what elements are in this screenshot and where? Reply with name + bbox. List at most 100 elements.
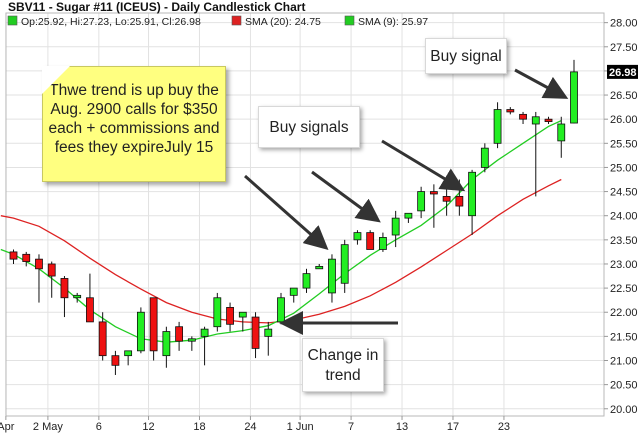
x-tick-label: 18 [193, 421, 205, 433]
legend-swatch [7, 15, 18, 26]
y-tick-label: 26.50 [610, 90, 638, 102]
candle-body [544, 118, 553, 122]
candle-body [187, 338, 196, 342]
candle-body [47, 263, 56, 277]
candle-body [455, 196, 464, 207]
candle-body [35, 258, 43, 270]
candle-body [136, 311, 145, 352]
y-tick-label: 21.50 [610, 331, 638, 343]
y-tick-label: 21.00 [610, 355, 638, 367]
legend-swatch [231, 15, 242, 26]
y-tick-label: 20.00 [610, 404, 638, 416]
y-tick-label: 22.50 [610, 283, 638, 295]
callout-change-in-trend: Change in trend [302, 338, 384, 392]
last-price-label: 26.98 [609, 67, 637, 79]
annotation-arrows [244, 68, 569, 335]
candle-body [111, 355, 120, 366]
x-tick-label: 7 [348, 421, 354, 433]
candle-body [480, 147, 489, 168]
candle-body [404, 212, 413, 219]
y-tick-label: 24.50 [610, 187, 638, 199]
candle-body [200, 328, 209, 337]
candle-body [226, 307, 234, 325]
plot-frame [5, 12, 605, 417]
y-tick-label: 23.00 [610, 259, 638, 271]
chart-title: SBV11 - Sugar #11 (ICEUS) - Daily Candle… [8, 0, 305, 14]
candle-body [22, 253, 31, 262]
candle-body [379, 237, 387, 250]
x-tick-label: 6 [96, 421, 102, 433]
x-tick-label: 13 [396, 421, 408, 433]
y-tick-label: 24.00 [610, 211, 638, 223]
x-tick-label: 2 May [33, 421, 63, 433]
candle-body [73, 294, 82, 299]
arrow-buy-signal [514, 68, 569, 99]
arrow-buy-signals-2 [311, 170, 381, 223]
legend-swatch [344, 15, 355, 26]
candle-body [86, 297, 94, 323]
candle-body [493, 109, 502, 144]
candle-body [175, 326, 184, 342]
y-tick-label: 23.50 [610, 235, 638, 247]
candle-body [98, 321, 107, 357]
callout-buy-signals: Buy signals [258, 106, 360, 148]
candle-body [302, 273, 311, 289]
y-tick-label: 26.00 [610, 114, 638, 126]
candles [9, 59, 578, 375]
legend-label: Op:25.92, Hi:27.23, Lo:25.91, Cl:26.98 [21, 16, 201, 28]
candle-body [213, 297, 222, 328]
y-tick-label: 25.50 [610, 138, 638, 150]
candle-body [366, 232, 375, 250]
callout-buy-signals-text: Buy signals [269, 119, 349, 136]
x-tick-label: Apr [0, 421, 15, 433]
candle-body [519, 113, 527, 120]
candle-body [506, 109, 515, 113]
x-tick-label: 17 [447, 421, 459, 433]
candle-body [429, 191, 438, 195]
x-tick-label: 24 [244, 421, 256, 433]
last-price-box [607, 64, 638, 79]
callout-change-in-trend-text: Change in trend [307, 347, 379, 384]
candle-body [162, 331, 171, 357]
callout-buy-signal: Buy signal [425, 38, 507, 74]
candle-body [315, 265, 324, 270]
candle-body [570, 71, 578, 124]
candle-body [60, 278, 69, 299]
y-tick-label: 25.00 [610, 162, 638, 174]
y-tick-label: 27.50 [610, 42, 638, 54]
sticky-note: Thwe trend is up buy the Aug. 2900 calls… [42, 66, 226, 182]
candle-body [531, 116, 540, 125]
candle-body [277, 297, 285, 323]
y-tick-label: 28.00 [610, 18, 638, 30]
candle-body [340, 244, 349, 284]
legend-label: SMA (9): 25.97 [358, 16, 428, 28]
y-tick-label: 20.50 [610, 380, 638, 392]
candle-body [289, 287, 298, 296]
candle-body [9, 251, 18, 260]
y-axis: 20.00 20.50 21.00 21.50 22.00 22.50 23.00 23.50… [604, 18, 638, 416]
legend-label: SMA (20): 24.75 [245, 16, 321, 28]
sticky-note-text: Thwe trend is up buy the Aug. 2900 calls… [48, 82, 220, 156]
candle-body [442, 196, 451, 202]
candle-body [124, 350, 133, 357]
legend: Op:25.92, Hi:27.23, Lo:25.91, Cl:26.98 SM… [7, 15, 428, 28]
x-tick-label: 1 Jun [287, 421, 314, 433]
x-axis: Apr 2 May 6 12 18 24 1 Jun 7 13 17 23 [0, 416, 510, 433]
candle-body [238, 311, 247, 318]
y-tick-label: 22.00 [610, 307, 638, 319]
x-tick-label: 12 [142, 421, 154, 433]
candle-body [251, 316, 260, 349]
candle-body [557, 123, 566, 142]
candle-body [328, 258, 336, 294]
arrow-buy-signals-3 [381, 139, 466, 192]
arrow-buy-signals-1 [244, 174, 329, 250]
x-tick-label: 23 [498, 421, 510, 433]
candle-body [353, 232, 362, 241]
candle-body [417, 191, 426, 212]
candle-body [264, 328, 273, 337]
candle-body [468, 171, 476, 217]
candle-body [391, 217, 400, 236]
callout-buy-signal-text: Buy signal [430, 48, 502, 65]
candle-body [149, 297, 158, 352]
